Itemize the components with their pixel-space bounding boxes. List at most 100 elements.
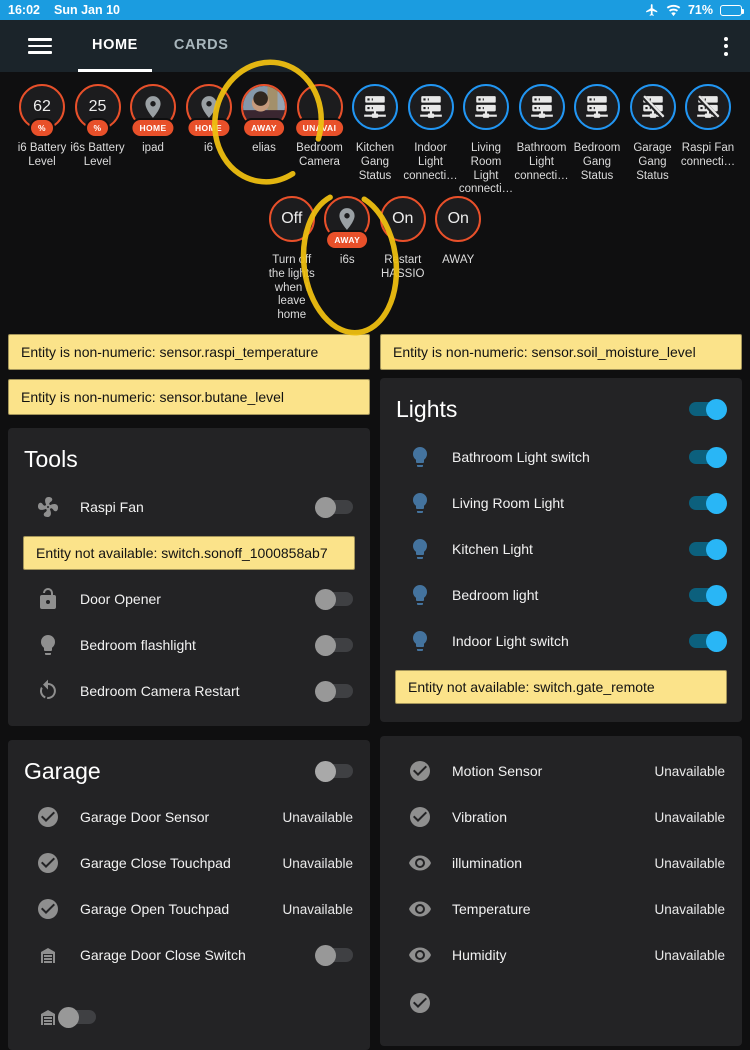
entity-label: illumination xyxy=(452,855,523,871)
kitchen-light-toggle[interactable] xyxy=(689,538,727,560)
garage-card-toggle[interactable] xyxy=(315,760,353,782)
indoor-light-toggle[interactable] xyxy=(689,630,727,652)
entity-label: Kitchen Light xyxy=(452,541,533,557)
living-room-light-toggle[interactable] xyxy=(689,492,727,514)
clipped-row xyxy=(380,980,742,1026)
entity-row-indoor-light-switch: Indoor Light switch xyxy=(380,618,742,664)
entity-label: Bedroom light xyxy=(452,587,539,603)
badge-bedroom-camera[interactable]: UNAVAI Bedroom Camera xyxy=(292,84,348,197)
badge-label: i6s xyxy=(339,254,355,266)
badge-i6-battery[interactable]: 62 % i6 Battery Level xyxy=(14,84,70,197)
entity-label: Motion Sensor xyxy=(452,763,543,779)
bedroom-flashlight-toggle[interactable] xyxy=(315,634,353,656)
entity-label: Indoor Light switch xyxy=(452,633,569,649)
badge-label: i6 xyxy=(204,142,213,154)
clipped-icon xyxy=(410,993,430,1013)
entity-label: Bathroom Light switch xyxy=(452,449,590,465)
entity-row-door-opener: Door Opener xyxy=(8,576,370,622)
badge-raspi-fan-connectivity[interactable]: Raspi Fan connecti… xyxy=(680,84,736,197)
badge-lights-automation[interactable]: Off Turn off the lights when I leave hom… xyxy=(264,196,320,323)
badge-label: Raspi Fan connecti… xyxy=(680,142,736,168)
badge-elias[interactable]: AWAY elias xyxy=(236,84,292,197)
entity-row-motion-sensor: Motion Sensor Unavailable xyxy=(380,748,742,794)
lightbulb-icon xyxy=(413,631,427,651)
badge-value: Off xyxy=(281,210,303,227)
eye-icon xyxy=(409,855,431,871)
battery-percent: 71% xyxy=(687,3,713,17)
clipped-row xyxy=(8,994,370,1040)
check-circle-icon xyxy=(410,807,430,827)
server-network-off-icon xyxy=(640,94,666,120)
sensors-card: Motion Sensor Unavailable Vibration Unav… xyxy=(380,736,742,1046)
eye-icon xyxy=(409,901,431,917)
clipped-toggle[interactable] xyxy=(58,1006,96,1028)
entity-row-garage-open-touchpad: Garage Open Touchpad Unavailable xyxy=(8,886,370,932)
restart-icon xyxy=(39,679,56,699)
entity-label: Garage Door Close Switch xyxy=(80,947,246,963)
entity-row-temperature: Temperature Unavailable xyxy=(380,886,742,932)
status-bar: 16:02 Sun Jan 10 71% xyxy=(0,0,750,20)
bedroom-light-toggle[interactable] xyxy=(689,584,727,606)
entity-state: Unavailable xyxy=(654,809,725,825)
badge-restart-hassio[interactable]: On Restart HASSIO xyxy=(375,196,431,323)
lights-card-toggle[interactable] xyxy=(689,398,727,420)
server-network-icon xyxy=(419,96,442,118)
card-title: Garage xyxy=(24,757,101,784)
badge-indoor-light-connectivity[interactable]: Indoor Light connecti… xyxy=(403,84,459,197)
entity-row-living-room-light: Living Room Light xyxy=(380,480,742,526)
server-network-icon xyxy=(530,96,553,118)
entity-row-vibration: Vibration Unavailable xyxy=(380,794,742,840)
badge-ipad[interactable]: HOME ipad xyxy=(125,84,181,197)
badges-row-2: Off Turn off the lights when I leave hom… xyxy=(6,196,744,323)
bathroom-light-toggle[interactable] xyxy=(689,446,727,468)
warning-banner-butane-level: Entity is non-numeric: sensor.butane_lev… xyxy=(8,379,370,415)
garage-door-close-switch-toggle[interactable] xyxy=(315,944,353,966)
tools-card: Tools Raspi Fan Entity not available: sw… xyxy=(8,428,370,726)
entity-label: Temperature xyxy=(452,901,531,917)
entity-row-bedroom-camera-restart: Bedroom Camera Restart xyxy=(8,668,370,714)
badge-i6s-location[interactable]: AWAY i6s xyxy=(320,196,376,323)
badge-pill: HOME xyxy=(130,118,176,138)
badge-label: Restart HASSIO xyxy=(381,254,425,280)
map-marker-icon xyxy=(145,96,161,118)
lightbulb-icon xyxy=(413,539,427,559)
badge-value: On xyxy=(392,210,414,227)
app-bar: HOME CARDS xyxy=(0,20,750,72)
bedroom-camera-restart-toggle[interactable] xyxy=(315,680,353,702)
garage-card: Garage Garage Door Sensor Unavailable Ga… xyxy=(8,740,370,1050)
badge-label: Bedroom Camera xyxy=(296,142,343,168)
badge-away[interactable]: On AWAY xyxy=(431,196,487,323)
warning-banner-soil-moisture: Entity is non-numeric: sensor.soil_moist… xyxy=(380,334,742,370)
badges-row-1: 62 % i6 Battery Level 25 % i6s Battery L… xyxy=(6,84,744,197)
entity-row-bathroom-light-switch: Bathroom Light switch xyxy=(380,434,742,480)
entity-label: Raspi Fan xyxy=(80,499,144,515)
tab-bar: HOME CARDS xyxy=(78,20,242,72)
lightbulb-icon xyxy=(41,635,55,655)
menu-icon[interactable] xyxy=(28,20,52,72)
entity-state: Unavailable xyxy=(282,901,353,917)
badge-i6s-battery[interactable]: 25 % i6s Battery Level xyxy=(70,84,126,197)
badge-bathroom-light-connectivity[interactable]: Bathroom Light connecti… xyxy=(514,84,570,197)
tab-cards[interactable]: CARDS xyxy=(173,36,229,53)
door-opener-toggle[interactable] xyxy=(315,588,353,610)
badge-i6[interactable]: HOME i6 xyxy=(181,84,237,197)
badge-living-room-light-connectivity[interactable]: Living Room Light connecti… xyxy=(458,84,514,197)
entity-row-garage-door-sensor: Garage Door Sensor Unavailable xyxy=(8,794,370,840)
badge-kitchen-gang-status[interactable]: Kitchen Gang Status xyxy=(347,84,403,197)
card-title: Tools xyxy=(24,445,78,472)
right-column: Entity is non-numeric: sensor.soil_moist… xyxy=(380,334,742,1050)
badge-bedroom-gang-status[interactable]: Bedroom Gang Status xyxy=(569,84,625,197)
entity-row-illumination: illumination Unavailable xyxy=(380,840,742,886)
badge-label: i6s Battery Level xyxy=(70,142,125,168)
entity-row-humidity: Humidity Unavailable xyxy=(380,932,742,978)
overflow-menu-icon[interactable] xyxy=(702,20,750,72)
badge-label: AWAY xyxy=(442,254,475,266)
tab-home[interactable]: HOME xyxy=(78,20,152,72)
lightbulb-icon xyxy=(413,493,427,513)
badge-value: 62 xyxy=(33,98,51,115)
warning-banner-raspi-temperature: Entity is non-numeric: sensor.raspi_temp… xyxy=(8,334,370,370)
badge-label: Living Room Light connecti… xyxy=(458,142,514,196)
badge-garage-gang-status[interactable]: Garage Gang Status xyxy=(625,84,681,197)
raspi-fan-toggle[interactable] xyxy=(315,496,353,518)
airplane-mode-icon xyxy=(646,4,658,16)
